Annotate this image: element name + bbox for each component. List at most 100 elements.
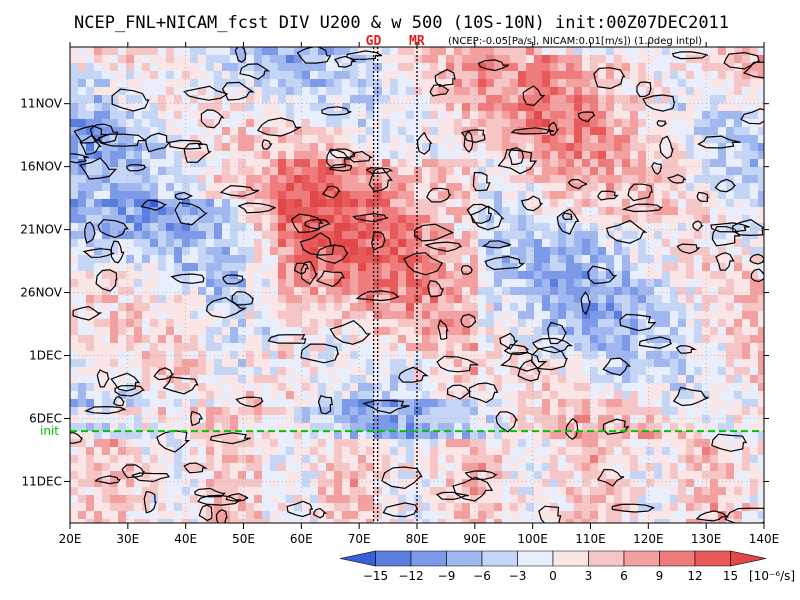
heatmap-cell: [230, 367, 239, 376]
heatmap-cell: [550, 479, 559, 488]
heatmap-cell: [198, 303, 207, 312]
heatmap-cell: [550, 79, 559, 88]
heatmap-cell: [566, 287, 575, 296]
heatmap-cell: [582, 263, 591, 272]
heatmap-cell: [406, 111, 415, 120]
heatmap-cell: [94, 95, 103, 104]
heatmap-cell: [662, 127, 671, 136]
heatmap-cell: [710, 79, 719, 88]
heatmap-cell: [262, 191, 271, 200]
heatmap-cell: [182, 463, 191, 472]
heatmap-cell: [230, 303, 239, 312]
heatmap-cell: [422, 295, 431, 304]
heatmap-cell: [510, 423, 519, 432]
heatmap-cell: [182, 471, 191, 480]
heatmap-cell: [598, 415, 607, 424]
heatmap-cell: [102, 503, 111, 512]
heatmap-cell: [206, 343, 215, 352]
heatmap-cell: [750, 167, 759, 176]
heatmap-cell: [646, 135, 655, 144]
heatmap-cell: [150, 423, 159, 432]
heatmap-cell: [670, 359, 679, 368]
heatmap-cell: [342, 303, 351, 312]
heatmap-cell: [94, 55, 103, 64]
heatmap-cell: [470, 287, 479, 296]
heatmap-cell: [326, 359, 335, 368]
heatmap-cell: [438, 391, 447, 400]
heatmap-cell: [246, 279, 255, 288]
heatmap-cell: [398, 495, 407, 504]
heatmap-cell: [574, 407, 583, 416]
heatmap-cell: [646, 279, 655, 288]
heatmap-cell: [438, 135, 447, 144]
heatmap-cell: [502, 423, 511, 432]
heatmap-cell: [214, 423, 223, 432]
heatmap-cell: [678, 319, 687, 328]
heatmap-cell: [78, 239, 87, 248]
heatmap-cell: [574, 375, 583, 384]
heatmap-cell: [78, 71, 87, 80]
heatmap-cell: [182, 375, 191, 384]
heatmap-cell: [678, 399, 687, 408]
heatmap-cell: [606, 287, 615, 296]
heatmap-cell: [638, 423, 647, 432]
heatmap-cell: [470, 431, 479, 440]
heatmap-cell: [598, 175, 607, 184]
heatmap-cell: [622, 175, 631, 184]
heatmap-cell: [454, 399, 463, 408]
heatmap-cell: [70, 95, 79, 104]
heatmap-cell: [718, 263, 727, 272]
heatmap-cell: [190, 159, 199, 168]
heatmap-cell: [118, 343, 127, 352]
heatmap-cell: [158, 271, 167, 280]
heatmap-cell: [134, 407, 143, 416]
heatmap-cell: [678, 359, 687, 368]
heatmap-cell: [734, 247, 743, 256]
heatmap-cell: [206, 359, 215, 368]
heatmap-cell: [558, 311, 567, 320]
heatmap-cell: [694, 479, 703, 488]
heatmap-cell: [286, 279, 295, 288]
heatmap-cell: [358, 223, 367, 232]
heatmap-cell: [246, 391, 255, 400]
heatmap-cell: [350, 79, 359, 88]
heatmap-cell: [390, 471, 399, 480]
heatmap-cell: [670, 175, 679, 184]
heatmap-cell: [598, 151, 607, 160]
heatmap-cell: [758, 167, 764, 176]
heatmap-cell: [158, 79, 167, 88]
heatmap-cell: [718, 407, 727, 416]
heatmap-cell: [134, 127, 143, 136]
heatmap-cell: [390, 135, 399, 144]
heatmap-cell: [566, 367, 575, 376]
heatmap-cell: [214, 47, 223, 56]
heatmap-cell: [262, 167, 271, 176]
heatmap-cell: [670, 111, 679, 120]
heatmap-cell: [134, 431, 143, 440]
heatmap-cell: [606, 303, 615, 312]
heatmap-cell: [382, 167, 391, 176]
heatmap-cell: [294, 487, 303, 496]
heatmap-cell: [662, 343, 671, 352]
heatmap-cell: [166, 215, 175, 224]
heatmap-cell: [558, 47, 567, 56]
heatmap-cell: [542, 479, 551, 488]
heatmap-cell: [358, 359, 367, 368]
heatmap-cell: [118, 487, 127, 496]
heatmap-cell: [582, 407, 591, 416]
heatmap-cell: [630, 71, 639, 80]
heatmap-cell: [398, 407, 407, 416]
heatmap-cell: [254, 215, 263, 224]
heatmap-cell: [110, 359, 119, 368]
heatmap-cell: [438, 79, 447, 88]
heatmap-cell: [462, 63, 471, 72]
heatmap-cell: [198, 103, 207, 112]
heatmap-cell: [550, 151, 559, 160]
heatmap-cell: [398, 271, 407, 280]
heatmap-cell: [94, 191, 103, 200]
heatmap-cell: [454, 495, 463, 504]
heatmap-cell: [238, 335, 247, 344]
heatmap-cell: [310, 271, 319, 280]
heatmap-cell: [686, 231, 695, 240]
heatmap-cell: [334, 87, 343, 96]
